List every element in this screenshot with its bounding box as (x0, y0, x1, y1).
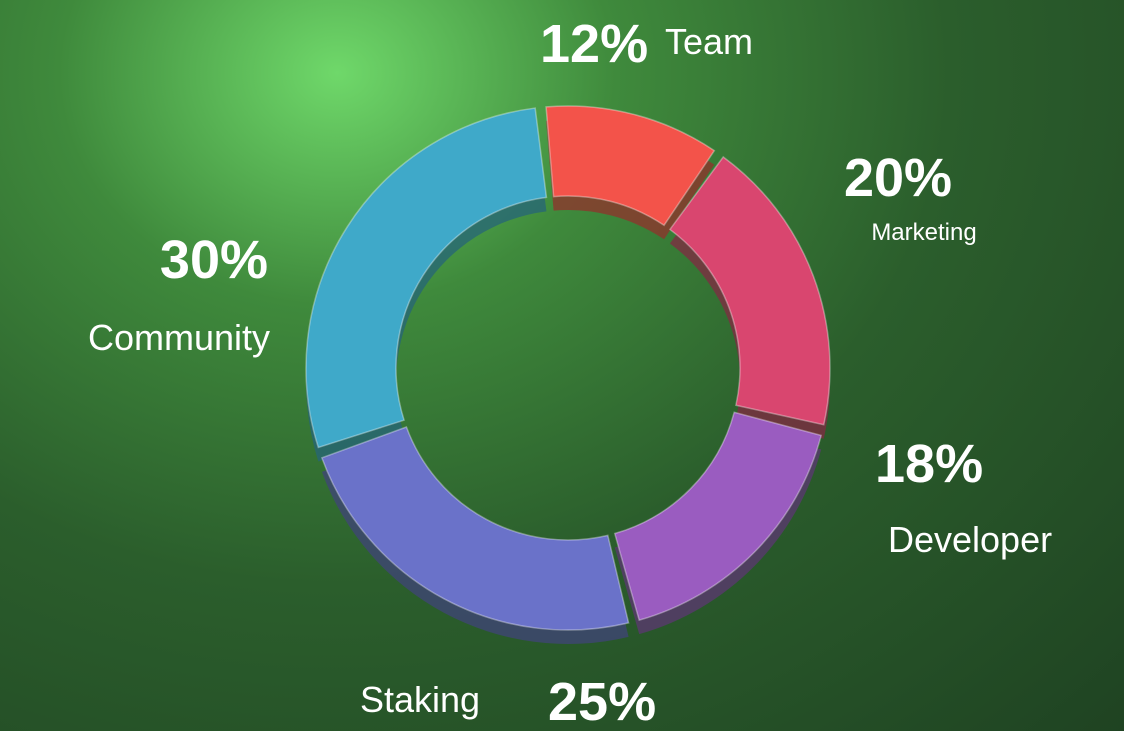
percent-label: 18% (875, 434, 983, 494)
slice (670, 157, 830, 425)
percent-label: 25% (548, 672, 656, 731)
category-label: Developer (888, 519, 1052, 560)
percent-label: 30% (160, 230, 268, 290)
category-label: Staking (360, 679, 480, 720)
percent-label: 12% (540, 14, 648, 74)
chart: 12% Team 20% Marketing 18% Developer 25% Stakin… (0, 0, 1124, 731)
category-label: Team (665, 21, 753, 62)
category-label: Marketing (871, 219, 976, 246)
page: 12% Team 20% Marketing 18% Developer 25% Stakin… (0, 0, 1124, 731)
percent-label: 20% (844, 148, 952, 208)
category-label: Community (88, 317, 270, 358)
slice (322, 427, 629, 630)
